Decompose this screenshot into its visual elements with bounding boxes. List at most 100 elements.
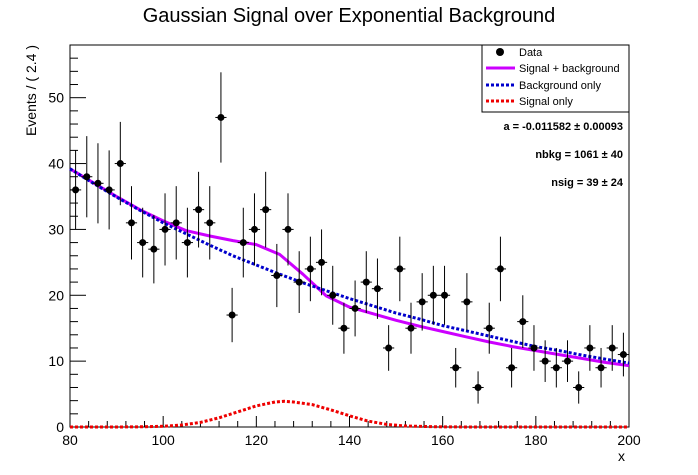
y-tick-label: 10 xyxy=(48,353,64,369)
data-point xyxy=(506,347,518,388)
x-tick-label: 180 xyxy=(524,432,548,448)
data-marker xyxy=(127,219,135,227)
data-marker xyxy=(217,113,225,121)
chart-title: Gaussian Signal over Exponential Backgro… xyxy=(143,5,555,27)
data-point xyxy=(394,236,406,302)
legend-entry: Signal only xyxy=(486,96,573,108)
data-marker xyxy=(83,173,91,181)
x-tick-label: 200 xyxy=(617,432,641,448)
data-marker xyxy=(195,206,203,214)
data-marker xyxy=(396,265,404,273)
data-point xyxy=(416,273,428,331)
legend-entry: Background only xyxy=(486,80,601,92)
data-point xyxy=(282,193,294,266)
data-point xyxy=(606,325,618,371)
series-line-signal-only xyxy=(70,399,629,429)
data-point xyxy=(483,302,495,354)
data-point xyxy=(237,207,249,278)
data-point xyxy=(226,287,238,343)
data-marker xyxy=(530,344,538,352)
data-point xyxy=(349,280,361,337)
data-point xyxy=(461,273,473,331)
data-marker xyxy=(318,258,326,266)
data-marker xyxy=(508,364,516,372)
x-tick-label: 100 xyxy=(151,432,175,448)
data-point xyxy=(595,347,607,388)
data-marker xyxy=(564,357,572,365)
data-marker xyxy=(385,344,393,352)
data-marker xyxy=(295,278,303,286)
data-marker xyxy=(418,298,426,306)
data-point xyxy=(92,143,104,224)
data-point xyxy=(192,171,205,248)
data-marker xyxy=(94,179,102,187)
data-marker xyxy=(597,364,605,372)
data-point xyxy=(327,265,339,325)
data-point xyxy=(204,186,216,260)
data-point xyxy=(360,251,372,313)
data-point xyxy=(315,229,328,296)
x-tick-label: 80 xyxy=(62,432,78,448)
data-point xyxy=(371,258,384,319)
legend-marker-data xyxy=(496,48,504,56)
data-point xyxy=(81,136,93,218)
data-marker xyxy=(373,285,381,293)
data-marker xyxy=(161,225,169,233)
data-marker xyxy=(72,186,80,194)
data-point xyxy=(304,236,316,302)
data-marker xyxy=(105,186,113,194)
data-marker xyxy=(362,278,370,286)
data-marker xyxy=(351,304,359,312)
data-marker xyxy=(474,383,482,391)
data-point xyxy=(517,295,529,348)
data-point xyxy=(148,214,160,284)
y-tick-label: 0 xyxy=(56,419,64,435)
data-point xyxy=(137,207,149,278)
data-point xyxy=(550,347,562,388)
data-point xyxy=(573,371,585,404)
data-point xyxy=(528,325,540,371)
data-point xyxy=(181,207,193,278)
legend-label: Signal only xyxy=(519,96,573,108)
data-marker xyxy=(519,318,527,326)
data-point xyxy=(338,302,350,354)
data-point xyxy=(427,265,439,325)
data-point xyxy=(450,347,462,388)
data-marker xyxy=(608,344,616,352)
data-marker xyxy=(172,219,180,227)
data-point xyxy=(438,265,451,325)
data-marker xyxy=(206,219,214,227)
legend-label: Signal + background xyxy=(519,63,620,75)
data-marker xyxy=(575,383,583,391)
data-marker xyxy=(329,291,337,299)
data-marker xyxy=(407,324,415,332)
data-marker xyxy=(340,324,348,332)
data-point xyxy=(561,340,574,382)
data-point xyxy=(215,72,227,163)
fit-parameter: nsig = 39 ± 24 xyxy=(551,177,624,189)
data-marker xyxy=(463,298,471,306)
data-marker xyxy=(116,160,124,168)
y-tick-label: 20 xyxy=(48,287,64,303)
data-marker xyxy=(228,311,236,319)
data-marker xyxy=(552,364,560,372)
legend: Data Signal + background Background only Si… xyxy=(481,44,630,113)
data-marker xyxy=(485,324,493,332)
data-marker xyxy=(619,351,627,359)
data-point xyxy=(293,251,305,313)
data-marker xyxy=(496,265,504,273)
y-axis-label: Events / ( 2.4 ) xyxy=(23,45,39,136)
data-point xyxy=(383,325,395,371)
data-point xyxy=(539,340,551,382)
data-marker xyxy=(183,239,191,247)
data-point xyxy=(125,186,138,260)
x-tick-label: 160 xyxy=(431,432,455,448)
data-marker xyxy=(541,357,549,365)
data-marker xyxy=(150,245,158,253)
data-point xyxy=(494,236,507,302)
data-marker xyxy=(139,239,147,247)
data-point xyxy=(114,121,126,206)
data-marker xyxy=(452,364,460,372)
curves xyxy=(69,167,630,429)
